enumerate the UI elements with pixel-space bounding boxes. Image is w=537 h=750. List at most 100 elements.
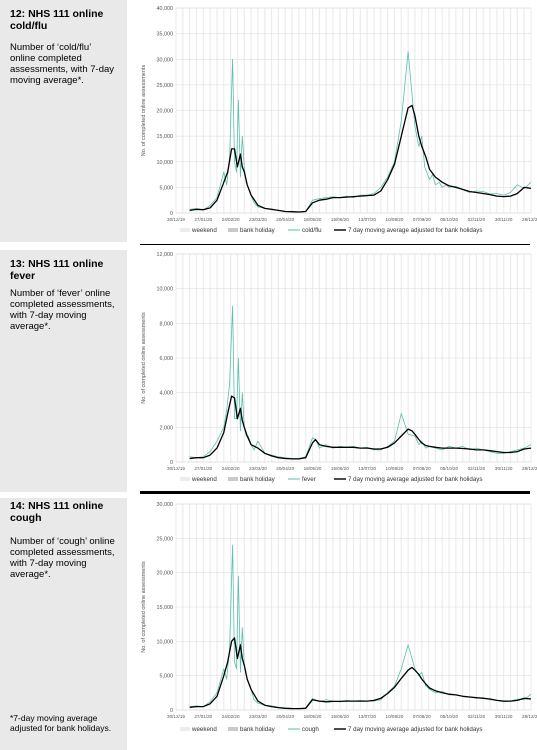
x-tick-label: 18/05/20	[304, 714, 322, 719]
series-line-moving-average	[189, 637, 532, 710]
x-tick-label: 05/10/20	[440, 714, 458, 719]
legend-label-bank-holiday: bank holiday	[240, 476, 276, 483]
y-tick-label: 10,000	[157, 639, 174, 645]
x-tick-label: 20/04/20	[276, 714, 294, 719]
x-tick-label: 15/06/20	[331, 217, 349, 222]
y-axis-label: No. of completed online assessments	[141, 65, 147, 157]
y-tick-label: 0	[170, 460, 173, 466]
y-tick-label: 2,000	[160, 425, 174, 431]
x-tick-label: 20/04/20	[276, 217, 294, 222]
x-tick-label: 28/12/20	[522, 714, 537, 719]
x-tick-label: 20/04/20	[276, 466, 294, 471]
x-tick-label: 30/11/20	[495, 466, 513, 471]
x-tick-label: 10/08/20	[386, 466, 404, 471]
y-tick-label: 0	[170, 708, 173, 714]
legend-label-daily: fever	[302, 476, 316, 483]
side-panel-fever	[0, 250, 127, 492]
x-tick-label: 05/10/20	[440, 466, 458, 471]
y-tick-label: 35,000	[157, 32, 174, 38]
separator-bar	[140, 491, 530, 494]
legend-swatch-bank-holiday	[228, 727, 238, 731]
panel-title-fever: 13: NHS 111 online fever	[10, 258, 104, 282]
side-panel-cold-flu	[0, 0, 127, 242]
x-tick-label: 02/11/20	[468, 217, 486, 222]
x-tick-label: 07/09/20	[413, 714, 431, 719]
x-tick-label: 30/12/19	[167, 714, 185, 719]
x-tick-label: 15/06/20	[331, 714, 349, 719]
legend-label-weekend: weekend	[191, 476, 217, 483]
series-line-moving-average	[189, 104, 532, 213]
x-tick-label: 10/08/20	[386, 714, 404, 719]
x-tick-label: 24/02/20	[222, 714, 240, 719]
legend-label-weekend: weekend	[191, 726, 217, 733]
x-tick-label: 13/07/20	[358, 217, 376, 222]
x-tick-label: 10/08/20	[386, 217, 404, 222]
y-tick-label: 6,000	[160, 356, 174, 362]
legend-label-daily: cold/flu	[302, 227, 322, 234]
y-tick-label: 20,000	[157, 109, 174, 115]
legend-label-moving-average: 7 day moving average adjusted for bank h…	[348, 726, 483, 733]
y-tick-label: 30,000	[157, 57, 174, 63]
y-tick-label: 10,000	[157, 287, 174, 293]
panel-desc-fever: Number of ‘fever’ online completed asses…	[10, 288, 115, 332]
y-tick-label: 25,000	[157, 536, 174, 542]
x-tick-label: 13/07/20	[358, 466, 376, 471]
legend-swatch-bank-holiday	[228, 477, 238, 481]
x-tick-label: 30/11/20	[495, 714, 513, 719]
panel-desc-cold-flu: Number of ‘cold/flu’ online completed as…	[10, 42, 115, 86]
x-tick-label: 15/06/20	[331, 466, 349, 471]
y-tick-label: 10,000	[157, 160, 174, 166]
x-tick-label: 18/05/20	[304, 217, 322, 222]
y-tick-label: 30,000	[157, 502, 174, 508]
y-tick-label: 8,000	[160, 321, 174, 327]
x-tick-label: 28/12/20	[522, 217, 537, 222]
x-tick-label: 23/03/20	[249, 714, 267, 719]
legend-label-weekend: weekend	[191, 227, 217, 234]
y-tick-label: 12,000	[157, 252, 174, 258]
x-tick-label: 27/01/20	[194, 217, 212, 222]
legend-label-moving-average: 7 day moving average adjusted for bank h…	[348, 227, 483, 234]
footnote: *7-day moving average adjusted for bank …	[10, 713, 112, 733]
panel-desc-cough: Number of ‘cough’ online completed asses…	[10, 536, 115, 580]
x-tick-label: 23/03/20	[249, 466, 267, 471]
x-tick-label: 30/12/19	[167, 466, 185, 471]
legend-swatch-bank-holiday	[228, 228, 238, 232]
chart-cold-flu: 0 5,000 10,000 15,000 20,000 25,000 30,000 35,0…	[128, 0, 537, 244]
legend-swatch-weekend	[180, 477, 190, 481]
x-tick-label: 02/11/20	[468, 466, 486, 471]
x-tick-label: 13/07/20	[358, 714, 376, 719]
chart-svg-fever: 0 2,000 4,000 6,000 8,000 10,000 12,000 No. of …	[141, 252, 537, 483]
x-tick-label: 02/11/20	[468, 714, 486, 719]
x-tick-label: 18/05/20	[304, 466, 322, 471]
series-line-daily	[189, 305, 532, 459]
series-line-moving-average	[189, 395, 532, 460]
panel-title-cold-flu: 12: NHS 111 online cold/flu	[10, 8, 104, 32]
legend-label-bank-holiday: bank holiday	[240, 726, 276, 733]
x-tick-label: 27/01/20	[194, 466, 212, 471]
legend-swatch-weekend	[180, 727, 190, 731]
y-tick-label: 4,000	[160, 391, 174, 397]
y-tick-label: 15,000	[157, 134, 174, 140]
y-tick-label: 0	[170, 211, 173, 217]
y-tick-label: 25,000	[157, 83, 174, 89]
y-tick-label: 15,000	[157, 605, 174, 611]
y-tick-label: 20,000	[157, 571, 174, 577]
y-tick-label: 40,000	[157, 6, 174, 12]
y-axis-label: No. of completed online assessments	[141, 312, 147, 404]
chart-svg-cold-flu: 0 5,000 10,000 15,000 20,000 25,000 30,000 35,0…	[141, 6, 537, 234]
x-tick-label: 24/02/20	[222, 217, 240, 222]
y-tick-label: 5,000	[160, 674, 174, 680]
y-tick-label: 5,000	[160, 185, 174, 191]
chart-svg-cough: 0 5,000 10,000 15,000 20,000 25,000 30,000 No. …	[141, 502, 537, 733]
x-tick-label: 23/03/20	[249, 217, 267, 222]
separator-line	[140, 244, 530, 245]
x-tick-label: 07/09/20	[413, 466, 431, 471]
legend-swatch-weekend	[180, 228, 190, 232]
x-tick-label: 30/12/19	[167, 217, 185, 222]
x-tick-label: 07/09/20	[413, 217, 431, 222]
panel-title-cough: 14: NHS 111 online cough	[10, 500, 104, 524]
x-tick-label: 24/02/20	[222, 466, 240, 471]
legend-label-bank-holiday: bank holiday	[240, 227, 276, 234]
x-tick-label: 30/11/20	[495, 217, 513, 222]
x-tick-label: 27/01/20	[194, 714, 212, 719]
